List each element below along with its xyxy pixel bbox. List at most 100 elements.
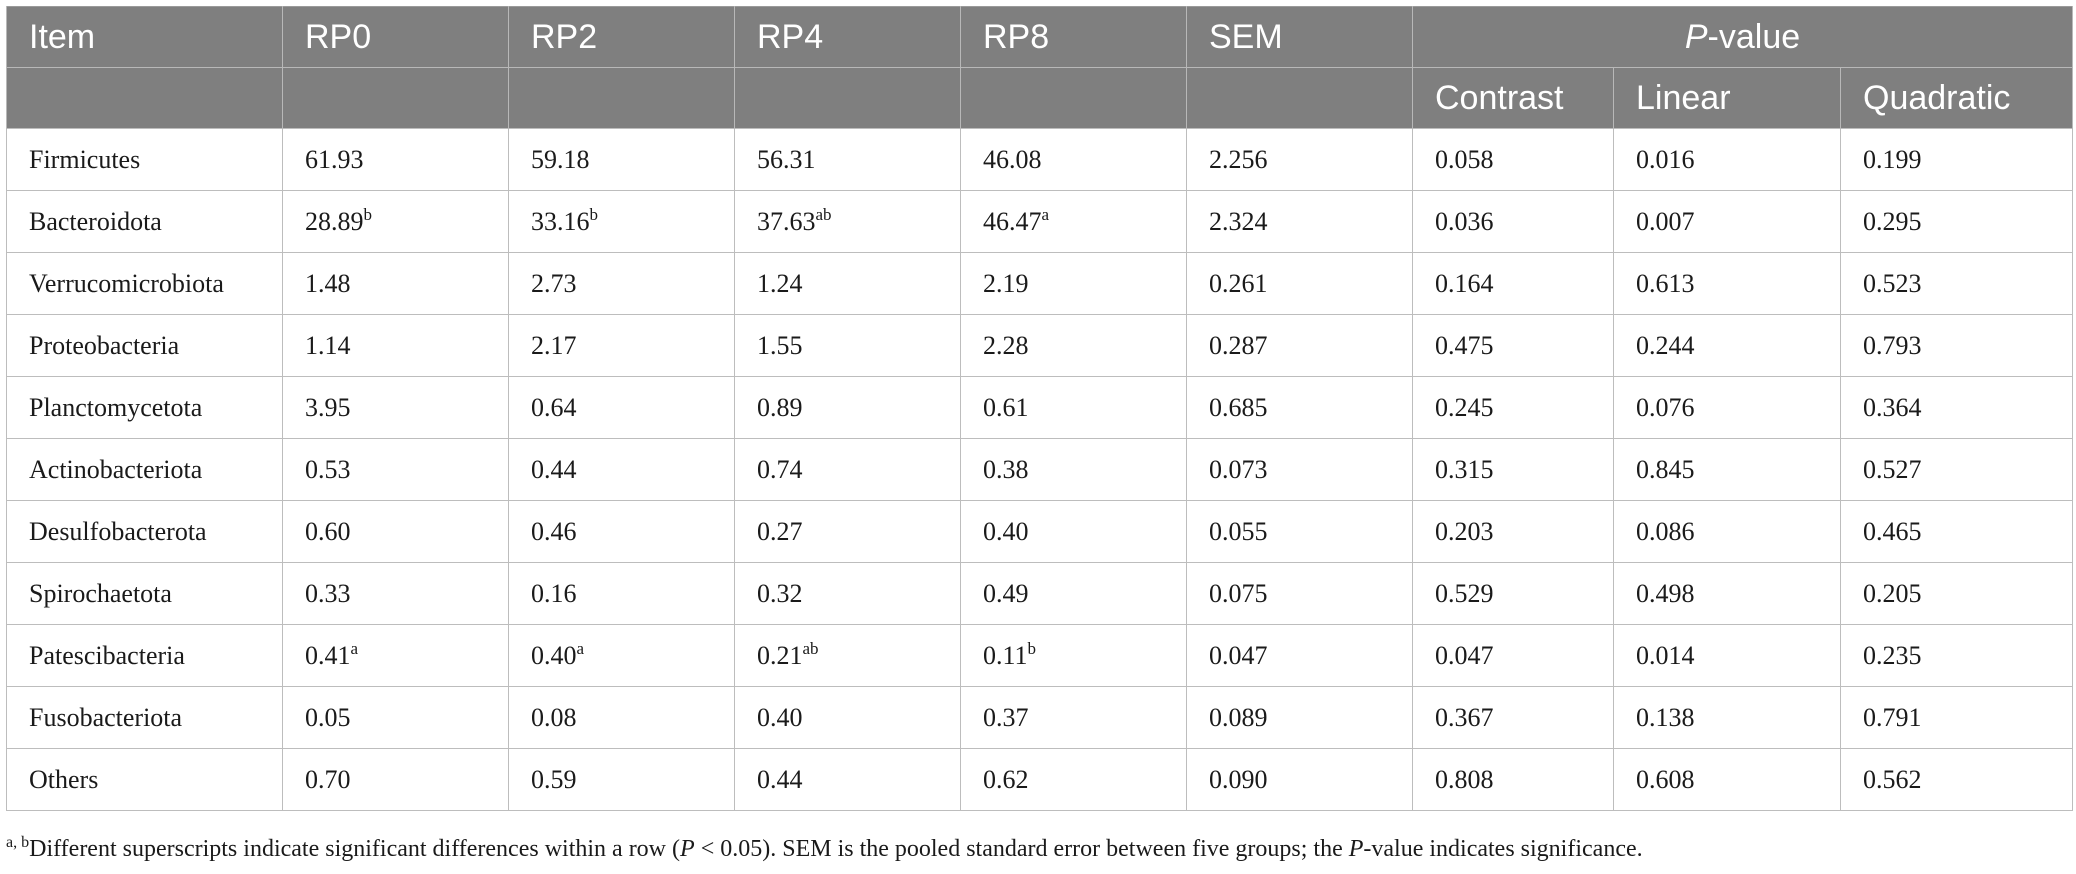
cell-rp8: 0.40 [960, 500, 1187, 563]
footnote-superscript: a, b [6, 834, 30, 851]
cell-item: Firmicutes [6, 128, 283, 191]
header-sem: SEM [1186, 6, 1413, 68]
cell-value: 0.70 [305, 764, 351, 794]
cell-rp8: 0.62 [960, 748, 1187, 811]
cell-rp2: 0.40a [508, 624, 735, 687]
cell-contrast: 0.047 [1412, 624, 1614, 687]
cell-value: 0.41 [305, 640, 351, 670]
cell-rp0: 0.41a [282, 624, 509, 687]
cell-value: 0.60 [305, 516, 351, 546]
cell-value: 0.32 [757, 578, 803, 608]
cell-rp4: 0.32 [734, 562, 961, 625]
cell-value: 0.64 [531, 392, 577, 422]
header-rp2: RP2 [508, 6, 735, 68]
cell-value: 3.95 [305, 392, 351, 422]
cell-rp0: 0.53 [282, 438, 509, 501]
cell-linear: 0.845 [1613, 438, 1841, 501]
cell-value: 1.48 [305, 268, 351, 298]
cell-superscript: b [589, 204, 599, 224]
cell-contrast: 0.529 [1412, 562, 1614, 625]
cell-value: 1.14 [305, 330, 351, 360]
cell-sem: 0.685 [1186, 376, 1413, 439]
cell-rp2: 0.44 [508, 438, 735, 501]
cell-quadratic: 0.235 [1840, 624, 2073, 687]
table-row: Proteobacteria 1.14 2.17 1.55 2.28 0.287… [6, 314, 2073, 377]
header-rp8: RP8 [960, 6, 1187, 68]
header-blank [508, 67, 735, 129]
cell-rp2: 0.08 [508, 686, 735, 749]
cell-contrast: 0.036 [1412, 190, 1614, 253]
cell-quadratic: 0.465 [1840, 500, 2073, 563]
cell-rp4: 0.40 [734, 686, 961, 749]
cell-quadratic: 0.364 [1840, 376, 2073, 439]
cell-linear: 0.244 [1613, 314, 1841, 377]
cell-contrast: 0.245 [1412, 376, 1614, 439]
header-pvalue-rest: -value [1707, 17, 1801, 56]
cell-linear: 0.138 [1613, 686, 1841, 749]
cell-contrast: 0.203 [1412, 500, 1614, 563]
header-rp4: RP4 [734, 6, 961, 68]
cell-rp8: 46.47a [960, 190, 1187, 253]
cell-value: 2.73 [531, 268, 577, 298]
cell-sem: 0.261 [1186, 252, 1413, 315]
cell-item: Spirochaetota [6, 562, 283, 625]
cell-rp8: 0.49 [960, 562, 1187, 625]
header-row-2: Contrast Linear Quadratic [6, 67, 2073, 129]
cell-value: 28.89 [305, 206, 364, 236]
cell-value: 2.19 [983, 268, 1029, 298]
cell-contrast: 0.164 [1412, 252, 1614, 315]
cell-item: Actinobacteriota [6, 438, 283, 501]
header-quadratic: Quadratic [1840, 67, 2073, 129]
cell-item: Planctomycetota [6, 376, 283, 439]
cell-rp8: 0.61 [960, 376, 1187, 439]
cell-value: 0.16 [531, 578, 577, 608]
cell-rp0: 0.60 [282, 500, 509, 563]
cell-quadratic: 0.295 [1840, 190, 2073, 253]
cell-linear: 0.608 [1613, 748, 1841, 811]
table-footnote: a, bDifferent superscripts indicate sign… [6, 834, 1643, 863]
cell-value: 37.63 [757, 206, 816, 236]
cell-rp4: 0.74 [734, 438, 961, 501]
cell-item: Bacteroidota [6, 190, 283, 253]
header-linear: Linear [1613, 67, 1841, 129]
header-blank [6, 67, 283, 129]
footnote-p-1: P [680, 836, 695, 862]
cell-value: 0.44 [531, 454, 577, 484]
cell-item: Patescibacteria [6, 624, 283, 687]
cell-value: 0.53 [305, 454, 351, 484]
footnote-text-3: -value indicates significance. [1363, 836, 1643, 862]
cell-rp2: 0.59 [508, 748, 735, 811]
cell-rp0: 0.33 [282, 562, 509, 625]
cell-contrast: 0.315 [1412, 438, 1614, 501]
cell-rp2: 0.46 [508, 500, 735, 563]
cell-value: 0.61 [983, 392, 1029, 422]
cell-superscript: a [1041, 204, 1050, 224]
cell-rp4: 37.63ab [734, 190, 961, 253]
cell-quadratic: 0.205 [1840, 562, 2073, 625]
cell-value: 0.40 [757, 702, 803, 732]
cell-rp4: 0.27 [734, 500, 961, 563]
data-table-container: Item RP0 RP2 RP4 RP8 SEM P-value Contras… [6, 6, 2073, 811]
cell-value: 0.05 [305, 702, 351, 732]
cell-value: 0.37 [983, 702, 1029, 732]
cell-sem: 0.075 [1186, 562, 1413, 625]
cell-rp2: 33.16b [508, 190, 735, 253]
cell-contrast: 0.058 [1412, 128, 1614, 191]
cell-rp4: 0.89 [734, 376, 961, 439]
cell-quadratic: 0.562 [1840, 748, 2073, 811]
cell-value: 0.44 [757, 764, 803, 794]
cell-rp8: 0.37 [960, 686, 1187, 749]
cell-superscript: a [576, 638, 585, 658]
footnote-text-2: < 0.05). SEM is the pooled standard erro… [694, 836, 1349, 862]
table-row: Bacteroidota 28.89 b 33.16b 37.63ab 46.47… [6, 190, 2073, 253]
header-blank [960, 67, 1187, 129]
table-row: Verrucomicrobiota 1.48 2.73 1.24 2.19 0.… [6, 252, 2073, 315]
header-blank [734, 67, 961, 129]
cell-value: 0.11 [983, 640, 1028, 670]
header-blank [1186, 67, 1413, 129]
cell-value: 0.27 [757, 516, 803, 546]
cell-rp8: 2.19 [960, 252, 1187, 315]
cell-linear: 0.086 [1613, 500, 1841, 563]
cell-value: 2.17 [531, 330, 577, 360]
cell-quadratic: 0.791 [1840, 686, 2073, 749]
